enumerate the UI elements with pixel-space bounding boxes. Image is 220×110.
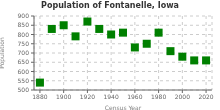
html-text:Population of Fontanelle, Iowa: Population of Fontanelle, Iowa <box>41 1 179 10</box>
svg-text:1940: 1940 <box>103 93 118 100</box>
svg-text:550: 550 <box>18 77 30 84</box>
svg-text:2020: 2020 <box>198 93 212 100</box>
svg-text:1900: 1900 <box>56 93 71 100</box>
svg-text:Census Year: Census Year <box>105 104 142 110</box>
svg-text:2000: 2000 <box>175 93 190 100</box>
svg-text:500: 500 <box>18 86 30 93</box>
svg-text:850: 850 <box>18 21 30 28</box>
svg-text:700: 700 <box>18 49 30 56</box>
svg-text:900: 900 <box>18 12 30 19</box>
svg-text:750: 750 <box>18 40 30 47</box>
svg-text:800: 800 <box>18 31 30 38</box>
svg-text:1960: 1960 <box>127 93 142 100</box>
svg-text:1920: 1920 <box>80 93 95 100</box>
svg-text:600: 600 <box>18 68 30 75</box>
svg-text:1980: 1980 <box>151 93 166 100</box>
svg-text:1880: 1880 <box>32 93 47 100</box>
svg-text:650: 650 <box>18 58 30 65</box>
